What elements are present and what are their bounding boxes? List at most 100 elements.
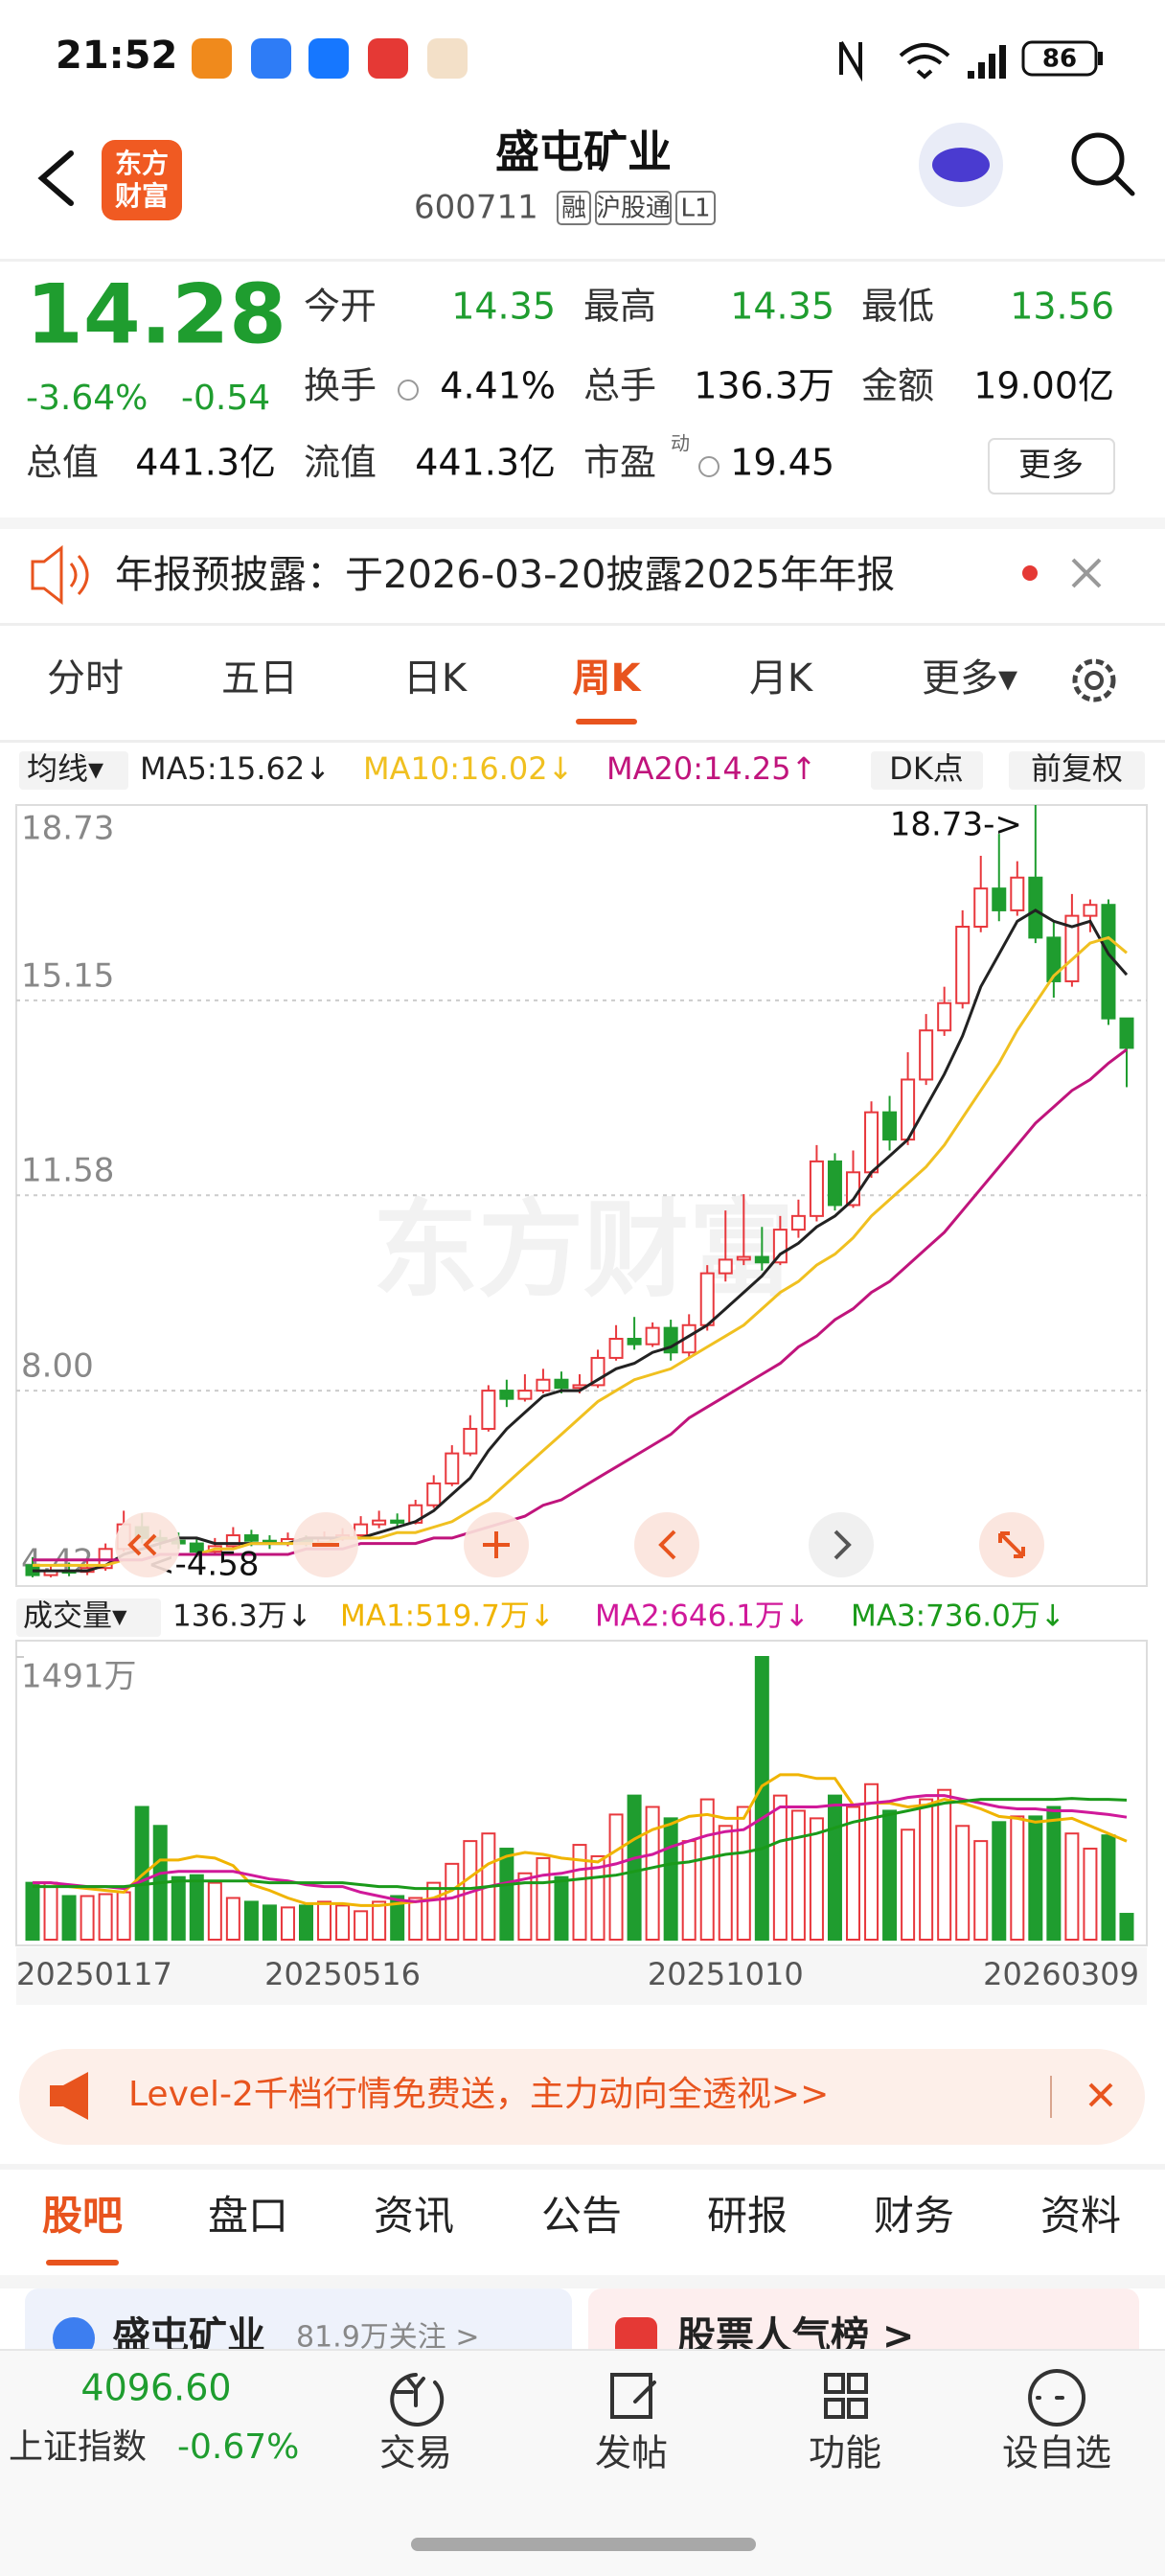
app-icon [192,38,232,79]
candle-body [809,1160,824,1217]
high-annotation: 18.73-> [890,806,1022,844]
divider [0,2164,1165,2170]
nav-label[interactable]: 发帖 [595,2432,668,2474]
ma-menu-text[interactable]: 均线▾ [27,750,103,787]
quote-value: 136.3万 [694,365,834,407]
signal-bar [989,54,995,79]
info-tab[interactable]: 研报 [707,2193,788,2240]
quote-label: 流值 [304,442,377,484]
nav-icon[interactable] [824,2373,868,2419]
volume-ma-line [33,1794,1128,1903]
index-value[interactable]: 4096.60 [80,2367,231,2409]
back-button[interactable] [37,150,74,206]
volume-bar [846,1806,860,1941]
adjust-button-text[interactable]: 前复权 [1031,750,1123,787]
badge [557,191,591,225]
period-tab[interactable]: 分时 [47,656,124,701]
y-tick-label: 8.00 [21,1347,94,1386]
volume-ma-line [33,1773,1128,1907]
x-tick-label: 20251010 [648,1956,804,1992]
candle-body [627,1338,642,1346]
dk-button-text[interactable]: DK点 [889,750,964,787]
dk-button[interactable] [871,751,983,790]
date-band [16,1947,1147,2005]
candle-body [463,1427,478,1455]
chart-control-icon [998,1531,1025,1558]
quote-value: 19.00亿 [973,365,1114,407]
nav-icon[interactable] [1028,2369,1086,2426]
badge [595,191,672,225]
adjust-button[interactable] [1009,751,1145,790]
volume-bar [80,1895,95,1942]
period-tab[interactable]: 周K [573,656,643,701]
wifi-icon [899,43,950,80]
volume-bar [554,1875,569,1941]
volume-bar [372,1900,387,1941]
app-icon [251,38,291,79]
settings-icon[interactable] [1072,658,1116,702]
candle-body [718,1258,733,1275]
nav-label[interactable]: 功能 [809,2432,881,2474]
promo-close[interactable] [1088,2082,1113,2107]
quote-value: 14.35 [730,286,834,328]
volume-bar [645,1806,660,1941]
period-tab[interactable]: 更多▾ [922,656,1017,701]
ma-line [33,908,1129,1573]
period-tab[interactable]: 日K [403,656,468,701]
candle-body [243,1534,259,1542]
chart-control[interactable] [809,1512,874,1577]
volume-bar [864,1782,879,1941]
index-change[interactable]: -0.67% [177,2427,299,2467]
notice-close[interactable] [1071,558,1102,588]
nav-icon[interactable] [390,2373,445,2426]
volume-bar [189,1874,204,1942]
nav-label[interactable]: 设自选 [1002,2432,1111,2474]
period-tab[interactable]: 五日 [221,656,298,701]
app-icon [308,38,349,79]
info-tab[interactable]: 公告 [541,2193,622,2240]
candle-body [1083,904,1098,917]
volume-bar [61,1895,77,1942]
info-icon [398,380,419,401]
search-handle [1112,173,1135,196]
promo-banner[interactable] [19,2049,1145,2145]
quote-label: 金额 [861,365,934,407]
nav-label[interactable]: 交易 [379,2432,452,2474]
y-tick-label: 18.73 [21,810,114,848]
candle-body [699,1272,715,1326]
info-tab[interactable]: 股吧 [42,2193,123,2240]
volume-menu[interactable] [16,1598,161,1637]
info-tab[interactable]: 资讯 [374,2193,454,2240]
logo-text: 财富 [115,180,169,212]
more-button-text[interactable]: 更多 [1018,447,1084,485]
ma-menu[interactable] [19,751,128,790]
candle-body [1064,914,1080,982]
more-button[interactable] [988,438,1115,494]
nfc-icon [839,40,862,82]
volume-bar [408,1897,423,1941]
candle-body [736,1255,751,1261]
pe-badge: 动 [671,432,690,455]
legend-item: MA20:14.25↑ [606,750,816,787]
volume-bar [718,1825,733,1941]
index-name[interactable]: 上证指数 [9,2427,147,2467]
chart-control[interactable] [634,1512,699,1577]
legend-item: MA3:736.0万↓ [851,1599,1065,1634]
badge-text: 融 [561,195,586,223]
settings-core [1085,671,1104,690]
candle-body [790,1214,806,1231]
period-tab[interactable]: 月K [749,656,814,701]
search-icon[interactable] [1071,132,1125,186]
volume-bar [536,1856,551,1941]
volume-bar [116,1891,131,1941]
candle-body [992,887,1007,911]
info-tab[interactable]: 财务 [874,2193,954,2240]
volume-bar [973,1840,989,1942]
nav-icon[interactable] [610,2373,656,2419]
candle-body [1010,876,1025,911]
info-tab[interactable]: 盘口 [208,2193,288,2240]
last-price: 14.28 [26,266,286,362]
info-tab[interactable]: 资料 [1040,2193,1121,2240]
volume-menu-text[interactable]: 成交量▾ [23,1599,127,1634]
